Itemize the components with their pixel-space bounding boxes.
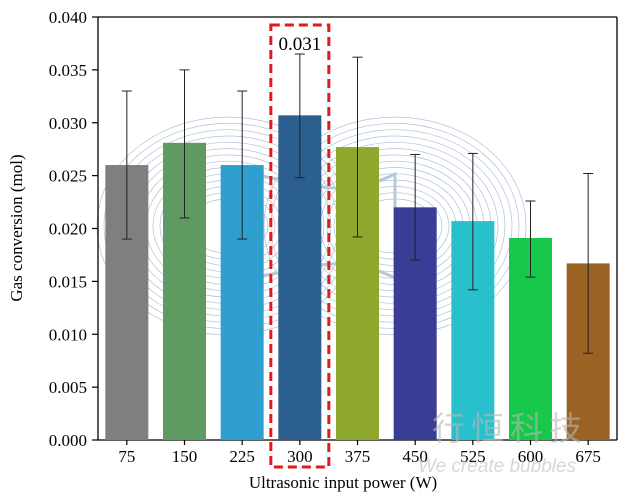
highlight-value-label: 0.031 <box>278 34 321 55</box>
y-tick-label: 0.030 <box>49 114 87 133</box>
y-tick-label: 0.025 <box>49 167 87 186</box>
highlight-box <box>269 23 331 469</box>
x-tick-label: 600 <box>518 447 544 466</box>
watermark-en: We create bubbles <box>418 456 577 477</box>
y-tick-label: 0.040 <box>49 8 87 27</box>
x-tick-label: 75 <box>118 447 135 466</box>
x-tick-label: 675 <box>575 447 601 466</box>
watermark-cn: 行恒科技 <box>432 410 588 447</box>
x-axis-title: Ultrasonic input power (W) <box>249 473 437 492</box>
y-tick-label: 0.005 <box>49 378 87 397</box>
y-ticks: 0.000 0.005 0.010 0.015 0.020 0.025 0.030 0.035… <box>49 8 98 450</box>
x-tick-label: 525 <box>460 447 486 466</box>
error-bars <box>121 53 594 354</box>
y-tick-label: 0.015 <box>49 272 87 291</box>
y-tick-label: 0.020 <box>49 220 87 239</box>
x-tick-label: 150 <box>172 447 198 466</box>
x-tick-label: 450 <box>402 447 428 466</box>
x-tick-label: 300 <box>287 447 313 466</box>
x-tick-label: 375 <box>345 447 371 466</box>
y-tick-label: 0.000 <box>49 431 87 450</box>
x-ticks: 75 150 225 300 375 450 525 600 675 <box>118 440 601 466</box>
y-tick-label: 0.010 <box>49 325 87 344</box>
x-tick-label: 225 <box>229 447 255 466</box>
y-tick-label: 0.035 <box>49 61 87 80</box>
y-axis-title: Gas conversion (mol) <box>7 154 26 301</box>
